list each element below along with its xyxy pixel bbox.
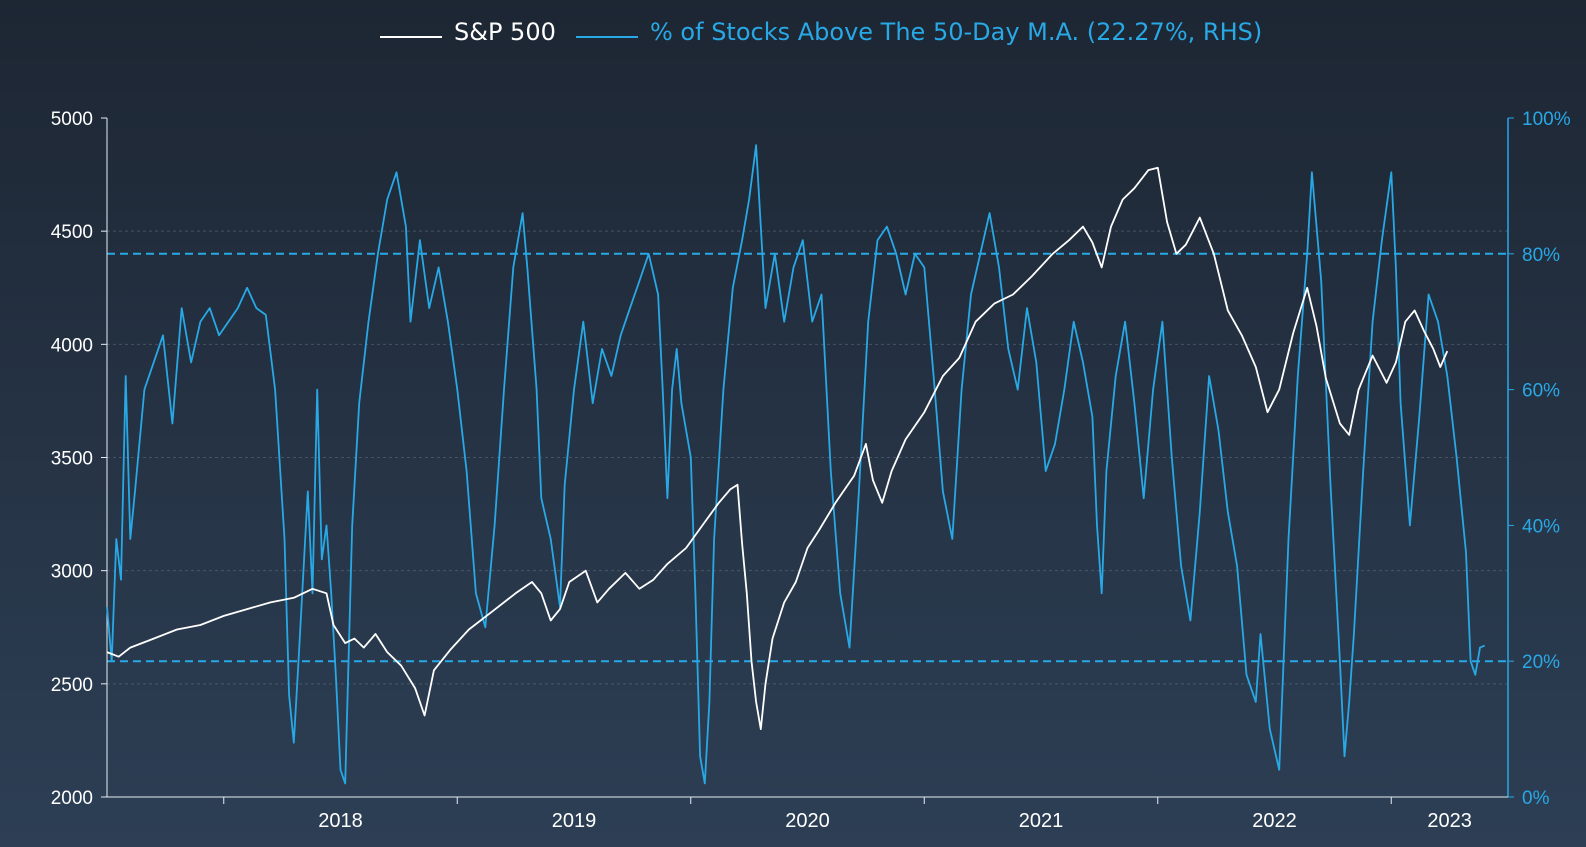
grid-lines [107, 230, 1508, 685]
left-axis-tick-label: 3000 [51, 562, 93, 583]
left-axis-tick-label: 2500 [51, 675, 93, 696]
x-axis-tick-label: 2019 [552, 810, 597, 832]
series-line-pct-above-50dma [106, 144, 1486, 785]
series-lines [106, 144, 1486, 785]
left-axis-tick-label: 4500 [51, 222, 93, 243]
chart-legend: S&P 500 % of Stocks Above The 50-Day M.A… [380, 18, 1262, 46]
legend-label-pct: % of Stocks Above The 50-Day M.A. (22.27… [650, 18, 1262, 46]
right-axis-tick-label: 20% [1522, 652, 1560, 673]
right-axis-tick-label: 60% [1522, 381, 1560, 402]
right-axis-tick-label: 40% [1522, 516, 1560, 537]
x-axis-tick-label: 2018 [318, 810, 363, 832]
left-axis-tick-label: 2000 [51, 788, 93, 809]
left-axis-tick-label: 4000 [51, 335, 93, 356]
legend-label-sp500: S&P 500 [454, 18, 556, 46]
x-axis-tick-label: 2022 [1252, 810, 1297, 832]
x-axis-tick-label: 2020 [785, 810, 830, 832]
right-axis-tick-label: 0% [1522, 788, 1550, 809]
axes: 5000 4500 4000 3500 3000 2500 2000 100% 80% 60% 40… [51, 109, 1571, 832]
right-axis-tick-label: 100% [1522, 109, 1571, 130]
series-line-sp500 [106, 166, 1449, 730]
left-axis-tick-label: 3500 [51, 449, 93, 470]
right-axis-tick-label: 80% [1522, 245, 1560, 266]
x-axis-tick-label: 2021 [1019, 810, 1064, 832]
left-axis-tick-label: 5000 [51, 109, 93, 130]
x-axis-tick-label: 2023 [1427, 810, 1472, 832]
